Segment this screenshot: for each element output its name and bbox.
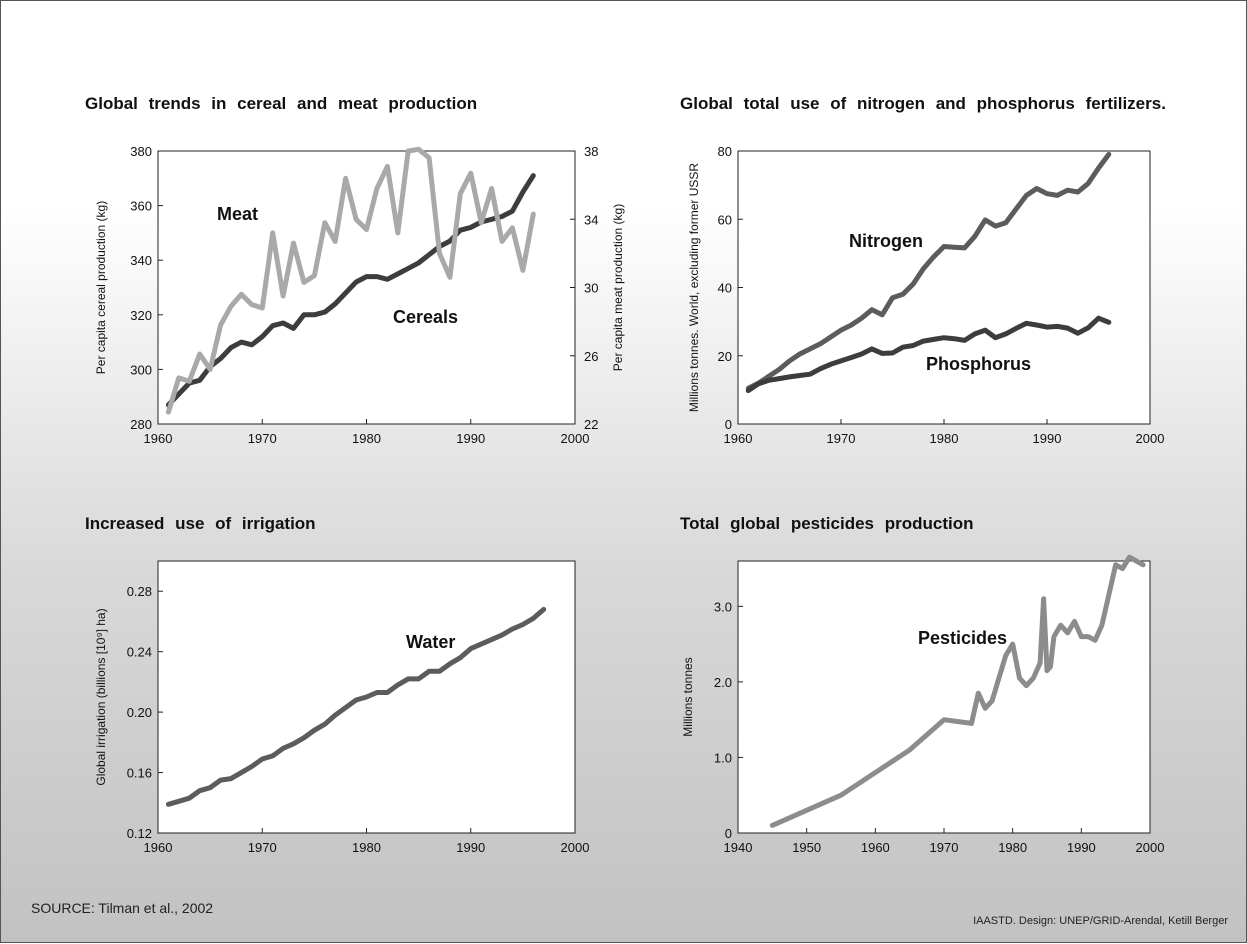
x-tick-label: 1970 xyxy=(827,431,856,446)
x-tick-label: 1990 xyxy=(456,840,485,855)
series-line-cereals xyxy=(165,173,536,408)
x-tick-label: 1980 xyxy=(930,431,959,446)
plot-area xyxy=(737,150,1151,425)
x-tick-label: 1960 xyxy=(144,431,173,446)
y-tick-label: 60 xyxy=(718,212,732,227)
series-line-nitrogen xyxy=(745,151,1112,391)
y2-tick-label: 30 xyxy=(584,281,598,296)
y-tick-label: 340 xyxy=(130,253,152,268)
x-tick-label: 1980 xyxy=(998,840,1027,855)
y-tick-label: 2.0 xyxy=(714,675,732,690)
y-tick-label: 20 xyxy=(718,349,732,364)
series-line-meat xyxy=(165,146,536,415)
series-label-pesticides: Pesticides xyxy=(918,628,1007,648)
plot-area xyxy=(737,560,1151,834)
chart-title: Total global pesticides production xyxy=(680,514,974,533)
y-axis-label: Global irrigation (billions [10⁹] ha) xyxy=(94,608,108,785)
y-tick-label: 280 xyxy=(130,417,152,432)
y-tick-label: 0.28 xyxy=(127,584,152,599)
series-label-meat: Meat xyxy=(217,204,258,224)
x-tick-label: 1960 xyxy=(724,431,753,446)
y-tick-label: 3.0 xyxy=(714,599,732,614)
y-axis-label: Millions tonnes xyxy=(681,657,695,736)
x-tick-label: 1990 xyxy=(1033,431,1062,446)
y-tick-label: 0 xyxy=(725,826,732,841)
x-tick-label: 1980 xyxy=(352,840,381,855)
y-tick-label: 360 xyxy=(130,199,152,214)
x-tick-label: 1990 xyxy=(456,431,485,446)
design-credit: IAASTD. Design: UNEP/GRID-Arendal, Ketil… xyxy=(973,915,1228,927)
y-tick-label: 0 xyxy=(725,417,732,432)
y-tick-label: 320 xyxy=(130,308,152,323)
y-tick-label: 380 xyxy=(130,144,152,159)
y-tick-label: 1.0 xyxy=(714,750,732,765)
y-axis-label: Millions tonnes. World, excluding former… xyxy=(687,163,701,413)
series-line-water xyxy=(165,606,547,807)
y2-tick-label: 34 xyxy=(584,212,598,227)
x-tick-label: 1970 xyxy=(248,431,277,446)
chart-title: Increased use of irrigation xyxy=(85,514,316,533)
series-label-phosphorus: Phosphorus xyxy=(926,354,1031,374)
chart-title: Global trends in cereal and meat product… xyxy=(85,94,478,113)
y-tick-label: 0.20 xyxy=(127,705,152,720)
y-tick-label: 300 xyxy=(130,362,152,377)
y2-axis-label: Per capita meat production (kg) xyxy=(611,204,625,371)
x-tick-label: 1990 xyxy=(1067,840,1096,855)
chart-title: Global total use of nitrogen and phospho… xyxy=(680,94,1166,113)
x-tick-label: 1950 xyxy=(792,840,821,855)
x-tick-label: 2000 xyxy=(1136,431,1165,446)
x-tick-label: 2000 xyxy=(561,431,590,446)
x-tick-label: 1940 xyxy=(724,840,753,855)
series-line-phosphorus xyxy=(745,315,1112,394)
y-tick-label: 40 xyxy=(718,281,732,296)
source-note: SOURCE: Tilman et al., 2002 xyxy=(31,900,214,916)
series-label-cereals: Cereals xyxy=(393,307,458,327)
x-tick-label: 2000 xyxy=(561,840,590,855)
plot-area xyxy=(157,150,576,425)
y-tick-label: 80 xyxy=(718,144,732,159)
x-tick-label: 2000 xyxy=(1136,840,1165,855)
x-tick-label: 1970 xyxy=(248,840,277,855)
y-axis-label: Per capita cereal production (kg) xyxy=(94,201,108,374)
x-tick-label: 1960 xyxy=(144,840,173,855)
series-line-pesticides xyxy=(769,554,1146,828)
y-tick-label: 0.12 xyxy=(127,826,152,841)
y2-tick-label: 26 xyxy=(584,349,598,364)
x-tick-label: 1960 xyxy=(861,840,890,855)
y-tick-label: 0.16 xyxy=(127,766,152,781)
x-tick-label: 1970 xyxy=(930,840,959,855)
y2-tick-label: 22 xyxy=(584,417,598,432)
series-label-nitrogen: Nitrogen xyxy=(849,231,923,251)
y-tick-label: 0.24 xyxy=(127,645,152,660)
y2-tick-label: 38 xyxy=(584,144,598,159)
series-label-water: Water xyxy=(406,632,455,652)
x-tick-label: 1980 xyxy=(352,431,381,446)
